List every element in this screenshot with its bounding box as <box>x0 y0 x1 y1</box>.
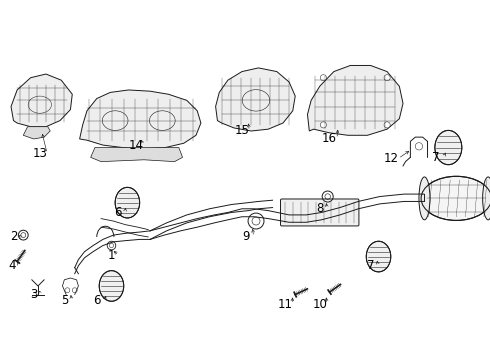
Text: 8: 8 <box>316 202 323 215</box>
FancyBboxPatch shape <box>280 199 359 226</box>
Ellipse shape <box>435 130 462 165</box>
Text: 7: 7 <box>432 151 440 164</box>
Text: 6: 6 <box>114 206 122 219</box>
Polygon shape <box>308 66 403 135</box>
Text: 10: 10 <box>312 298 327 311</box>
Circle shape <box>384 75 390 81</box>
Text: 14: 14 <box>128 139 144 152</box>
Text: 6: 6 <box>93 294 100 307</box>
Text: 11: 11 <box>277 298 293 311</box>
Circle shape <box>320 122 326 128</box>
Polygon shape <box>24 127 50 139</box>
Text: 4: 4 <box>8 259 16 272</box>
Text: 7: 7 <box>367 259 374 272</box>
Polygon shape <box>91 148 182 162</box>
Text: 9: 9 <box>243 230 250 243</box>
Text: 5: 5 <box>61 294 68 307</box>
Ellipse shape <box>366 241 391 272</box>
Text: 3: 3 <box>30 288 37 301</box>
Text: 1: 1 <box>108 249 115 262</box>
Text: 2: 2 <box>10 230 17 243</box>
Polygon shape <box>79 90 201 149</box>
Ellipse shape <box>421 176 490 220</box>
Circle shape <box>384 122 390 128</box>
Ellipse shape <box>115 187 140 218</box>
Polygon shape <box>11 74 73 127</box>
Ellipse shape <box>419 177 430 220</box>
Circle shape <box>320 75 326 81</box>
Ellipse shape <box>483 177 490 220</box>
Polygon shape <box>216 68 295 131</box>
Text: 13: 13 <box>32 147 47 160</box>
Ellipse shape <box>99 271 123 301</box>
Text: 12: 12 <box>383 152 398 165</box>
Text: 15: 15 <box>235 125 249 138</box>
Text: 16: 16 <box>322 132 337 145</box>
